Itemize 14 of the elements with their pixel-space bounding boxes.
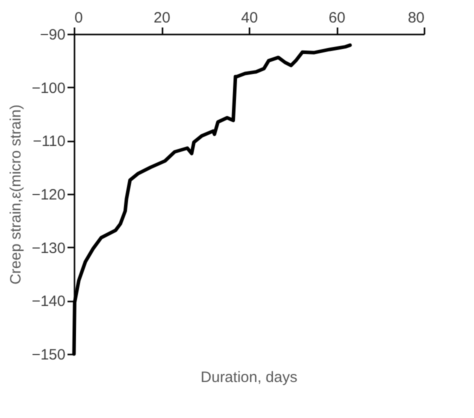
- x-tick-label: 0: [74, 10, 83, 26]
- y-tick-label: −100: [32, 80, 66, 97]
- y-tick-label: −150: [32, 346, 66, 364]
- y-tick-label: −120: [32, 186, 66, 204]
- x-tick-label: 40: [241, 10, 258, 26]
- y-axis-title: Creep strain,ε(micro strain): [8, 104, 25, 285]
- x-tick-label: 60: [328, 10, 346, 26]
- x-tick-label: 20: [154, 10, 170, 26]
- y-tick-label: −140: [32, 293, 66, 310]
- y-tick-label: −130: [32, 240, 66, 257]
- y-tick-label: −110: [32, 133, 66, 150]
- x-tick-label: 80: [408, 10, 424, 26]
- x-axis-title: Duration, days: [200, 369, 298, 386]
- y-tick-label: −90: [40, 26, 66, 44]
